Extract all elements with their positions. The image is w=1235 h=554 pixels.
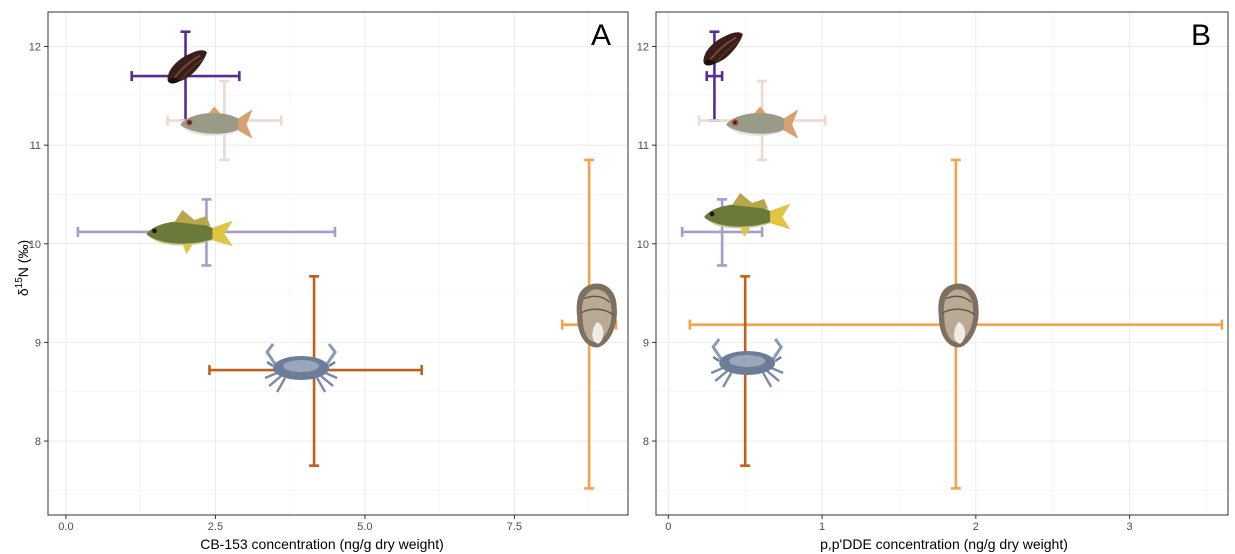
y-axis-title-rest: N (‰) (15, 240, 31, 277)
x-tick-label: 1 (819, 521, 825, 533)
whelk-aperture (167, 77, 180, 84)
y-tick-label: 9 (643, 337, 649, 349)
oyster-point (688, 158, 1224, 490)
y-tick-label: 9 (35, 337, 41, 349)
oyster-growth-line (580, 308, 614, 316)
menhaden-fish-icon (180, 106, 253, 139)
y-tick-label: 12 (29, 42, 41, 54)
panel-border (655, 11, 1229, 516)
crab-spine (712, 355, 782, 363)
croaker-fish-point (680, 192, 791, 267)
crab-carapace-highlight (283, 360, 320, 373)
plot-background (656, 12, 1228, 515)
croaker-tail (212, 220, 233, 246)
y-tick-label: 12 (637, 42, 649, 54)
whelk-point (130, 30, 241, 122)
croaker-belly (150, 236, 213, 246)
y-axis-title: δ15N (‰) (14, 240, 31, 296)
blue-crab-icon (710, 338, 784, 388)
menhaden-pupil (188, 121, 191, 124)
x-tick-label: 2.5 (208, 521, 223, 533)
whelk-ridge (173, 54, 201, 79)
whelk-point (703, 30, 743, 122)
whelk-ridge (180, 58, 204, 80)
whelk-ridge (709, 36, 737, 61)
oyster-point (560, 158, 618, 490)
panel-letter: A (591, 19, 611, 52)
menhaden-dorsal-fin (754, 106, 767, 114)
x-tick-label: 0 (665, 521, 671, 533)
x-axis-title: p,p'DDE concentration (ng/g dry weight) (820, 536, 1068, 552)
x-axis-title: CB-153 concentration (ng/g dry weight) (200, 536, 444, 552)
menhaden-pupil (733, 121, 737, 124)
croaker-fish-icon (704, 192, 791, 237)
plot-background (48, 12, 628, 515)
crab-carapace-highlight (729, 355, 766, 368)
y-tick-label: 10 (637, 239, 649, 251)
croaker-tail (770, 203, 791, 229)
panel-border (47, 11, 629, 516)
blue-crab-icon (264, 343, 338, 393)
crab-leg (710, 365, 784, 388)
crab-claw (265, 343, 337, 365)
croaker-eye (152, 228, 157, 234)
oyster-pearl-white (592, 322, 604, 344)
oyster-growth-line (945, 295, 972, 303)
crab-spine (266, 360, 336, 368)
blue-crab-point (710, 275, 784, 467)
whelk-ridge (716, 40, 740, 62)
x-tick-label: 5.0 (357, 521, 372, 533)
y-tick-label: 10 (29, 239, 41, 251)
x-tick-label: 7.5 (507, 521, 522, 533)
oyster-pearl-white (954, 322, 966, 344)
crab-leg (264, 370, 338, 393)
y-tick-label: 8 (35, 436, 41, 448)
panel-letter: B (1191, 19, 1211, 52)
y-tick-label: 8 (643, 436, 649, 448)
menhaden-belly (728, 126, 785, 136)
menhaden-tail (238, 109, 253, 139)
y-tick-label: 11 (30, 140, 41, 152)
whelk-aperture (703, 59, 716, 66)
panel-a: 0.0 2.5 5.0 7.5 8 9 10 11 12 CB-153 concentration… (29, 11, 629, 552)
croaker-fish-icon (146, 209, 233, 254)
oyster-inner (943, 289, 974, 343)
croaker-belly (708, 219, 771, 229)
oyster-icon (576, 283, 617, 348)
x-tick-label: 2 (973, 521, 979, 533)
croaker-dorsal-fin (732, 192, 769, 209)
oyster-icon (938, 283, 979, 348)
y-tick-label: 11 (638, 140, 649, 152)
oyster-inner (582, 289, 612, 343)
whelk-icon (703, 32, 743, 66)
croaker-eye (709, 211, 715, 217)
croaker-dorsal-fin (174, 209, 211, 226)
menhaden-dorsal-fin (208, 106, 221, 114)
oyster-growth-line (584, 295, 611, 303)
y-axis-title-superscript: 15 (14, 277, 25, 289)
menhaden-tail (784, 109, 799, 139)
blue-crab-point (208, 275, 424, 467)
croaker-pelvic-fin (740, 226, 751, 237)
x-tick-label: 3 (1127, 521, 1133, 533)
menhaden-belly (182, 126, 239, 136)
oyster-growth-line (942, 308, 976, 316)
menhaden-fish-point (166, 79, 283, 162)
x-tick-label: 0.0 (58, 521, 73, 533)
menhaden-fish-point (697, 79, 827, 162)
menhaden-fish-icon (726, 106, 799, 139)
croaker-fish-point (76, 198, 337, 267)
whelk-icon (167, 50, 207, 84)
crab-claw (711, 338, 784, 360)
croaker-pelvic-fin (182, 243, 193, 254)
y-axis-title-delta: δ (15, 288, 31, 296)
